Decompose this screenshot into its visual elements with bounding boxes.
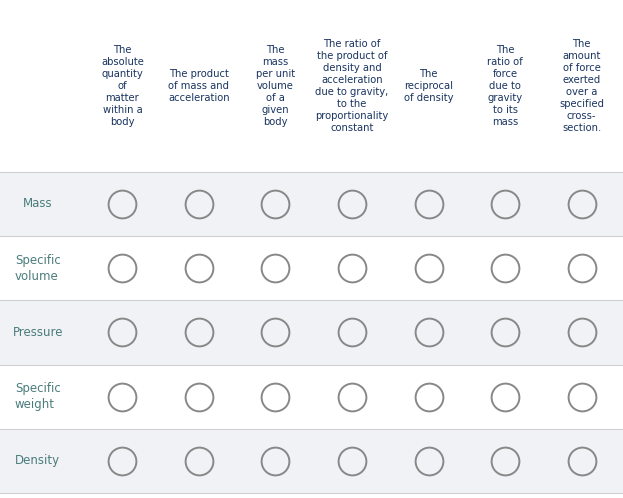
Text: The
ratio of
force
due to
gravity
to its
mass: The ratio of force due to gravity to its… — [487, 45, 523, 127]
Bar — [0, 300, 623, 365]
Text: Mass: Mass — [23, 197, 53, 211]
Bar — [0, 365, 623, 429]
Text: Density: Density — [16, 454, 60, 468]
Text: The ratio of
the product of
density and
acceleration
due to gravity,
to the
prop: The ratio of the product of density and … — [315, 39, 389, 133]
Bar — [0, 172, 623, 236]
Text: Specific
weight: Specific weight — [15, 382, 60, 411]
Text: The
amount
of force
exerted
over a
specified
cross-
section.: The amount of force exerted over a speci… — [559, 39, 604, 133]
Text: Specific
volume: Specific volume — [15, 253, 60, 283]
Text: Pressure: Pressure — [12, 326, 63, 339]
Text: The
absolute
quantity
of
matter
within a
body: The absolute quantity of matter within a… — [101, 45, 144, 127]
Text: The
mass
per unit
volume
of a
given
body: The mass per unit volume of a given body — [256, 45, 295, 127]
Text: The product
of mass and
acceleration: The product of mass and acceleration — [168, 69, 230, 103]
Bar — [0, 236, 623, 300]
Text: The
reciprocal
of density: The reciprocal of density — [404, 69, 454, 103]
Bar — [0, 0, 623, 172]
Bar — [0, 429, 623, 493]
